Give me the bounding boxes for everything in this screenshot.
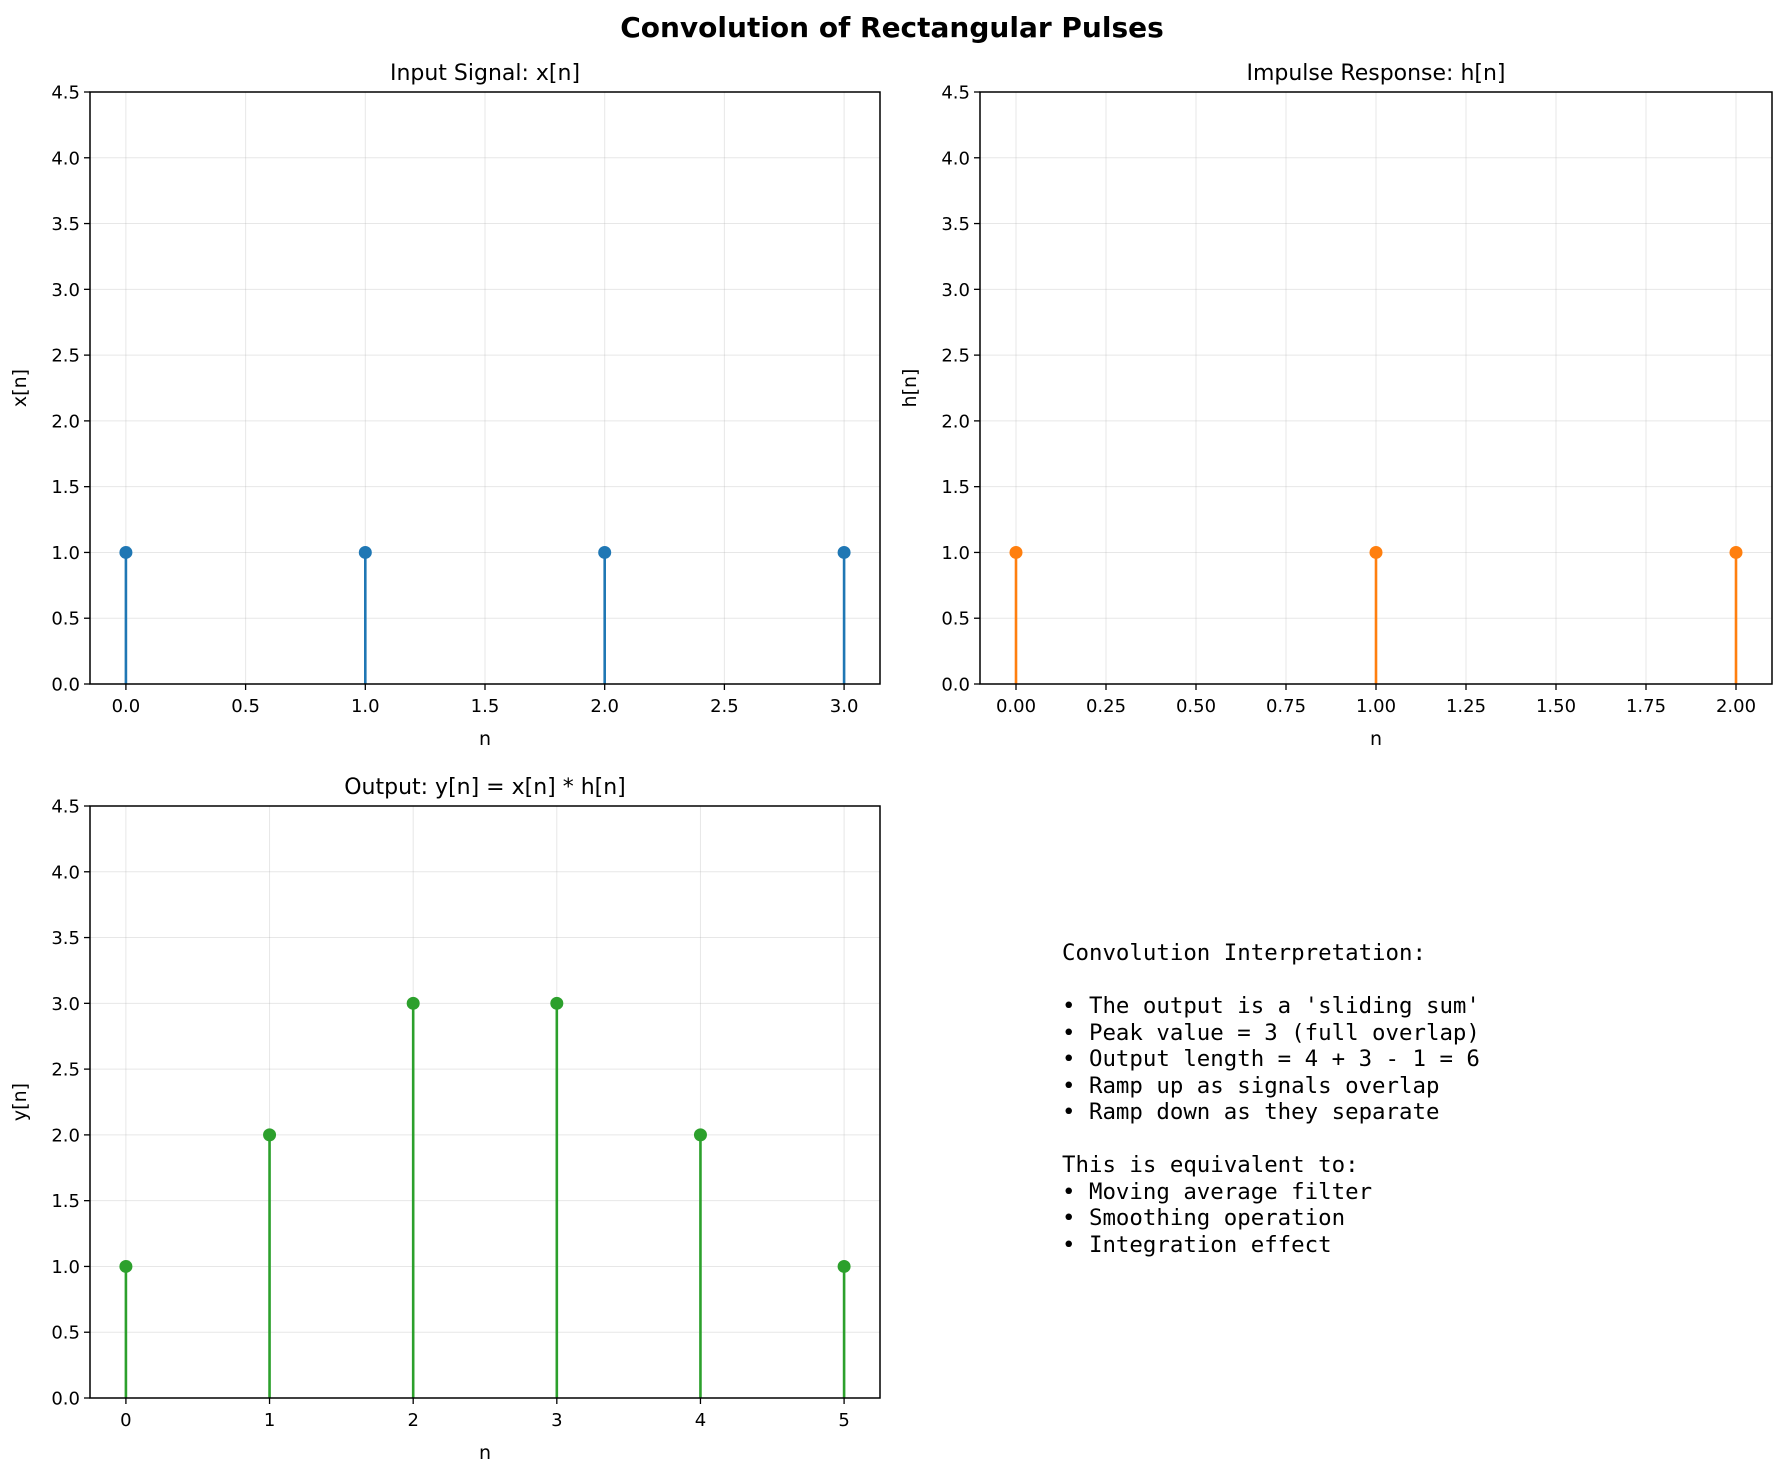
stem-marker [837,545,851,559]
x-tick-label: 2 [407,1410,418,1431]
figure-title: Convolution of Rectangular Pulses [620,11,1164,44]
y-tick-label: 0.0 [51,1389,80,1410]
stem-marker [406,996,420,1010]
y-axis-label: h[n] [899,369,921,408]
axes-frame [89,805,881,1399]
x-tick-label: 2.00 [1716,696,1756,717]
x-tick-label: 1.0 [351,696,380,717]
notes-line [1062,1126,1480,1153]
chart-panel-1: 0.0 0.5 1.0 1.5 2.0 2.5 3.0 0.0 0.5 1.0 1.5 2.0 2.5 3… [9,61,881,750]
stem-marker [693,1128,707,1142]
x-tick-label: 2.0 [590,696,619,717]
y-tick-label: 1.0 [51,543,80,564]
notes-line [1062,967,1480,994]
y-tick-label: 1.0 [941,543,970,564]
notes-line: • Output length = 4 + 3 - 1 = 6 [1062,1046,1480,1072]
x-tick-label: 3.0 [830,696,859,717]
y-tick-label: 2.0 [51,411,80,432]
notes-line: • Integration effect [1062,1231,1332,1258]
y-tick-label: 0.0 [51,675,80,696]
x-axis-label: n [1370,728,1382,750]
y-tick-label: 4.0 [51,862,80,883]
y-axis-label: x[n] [9,369,31,407]
notes-line: Convolution Interpretation: [1062,940,1426,966]
x-tick-label: 5 [838,1410,849,1431]
stem-marker [119,1259,133,1273]
y-tick-label: 3.5 [51,928,80,949]
panel-title: Output: y[n] = x[n] * h[n] [344,775,626,800]
x-tick-label: 0.00 [996,696,1036,717]
y-tick-label: 3.0 [941,280,970,301]
stem-marker [550,996,564,1010]
x-tick-label: 0 [120,1410,131,1431]
y-tick-label: 4.0 [51,148,80,169]
y-tick-label: 0.5 [941,609,970,630]
stem-marker [837,1259,851,1273]
stem-marker [1369,545,1383,559]
y-tick-label: 0.5 [51,1323,80,1344]
x-tick-label: 1.5 [471,696,500,717]
x-tick-label: 0.25 [1086,696,1126,717]
x-axis-label: n [479,728,491,750]
y-tick-label: 4.5 [51,83,80,104]
grid [980,91,1772,685]
y-tick-label: 3.5 [941,214,970,235]
panel-title: Impulse Response: h[n] [1246,61,1505,86]
y-tick-label: 2.0 [941,411,970,432]
y-tick-label: 2.0 [51,1125,80,1146]
y-tick-label: 0.0 [941,675,970,696]
chart-panel-3: 0 1 2 3 4 5 0.0 0.5 1.0 1.5 2.0 2.5 3.0 3.5 4.0 4.5 Outp… [9,775,881,1464]
y-tick-label: 1.0 [51,1257,80,1278]
x-tick-label: 0.5 [231,696,260,717]
x-tick-label: 1.00 [1356,696,1396,717]
y-tick-label: 1.5 [941,477,970,498]
chart-panel-2: 0.00 0.25 0.50 0.75 1.00 1.25 1.50 1.75 2.00 0.0 0… [899,61,1773,750]
y-tick-label: 0.5 [51,609,80,630]
x-tick-label: 1.75 [1626,696,1666,717]
panel-title: Input Signal: x[n] [390,61,580,86]
x-axis-label: n [479,1442,491,1464]
y-tick-label: 4.0 [941,148,970,169]
x-tick-label: 1.50 [1536,696,1576,717]
y-tick-label: 2.5 [941,346,970,367]
y-tick-label: 1.5 [51,1191,80,1212]
x-tick-label: 3 [551,1410,562,1431]
stem-marker [598,545,612,559]
convolution-notes: Convolution Interpretation: • The output … [1062,940,1480,1258]
notes-line: This is equivalent to: [1062,1152,1359,1178]
stem-marker [119,545,133,559]
y-tick-label: 3.0 [51,994,80,1015]
y-tick-label: 1.5 [51,477,80,498]
notes-line: • Ramp up as signals overlap [1062,1072,1440,1099]
y-tick-label: 4.5 [941,83,970,104]
x-tick-label: 0.0 [112,696,141,717]
notes-line: • Ramp down as they separate [1062,1099,1440,1125]
grid [90,91,880,685]
x-tick-label: 1.25 [1446,696,1486,717]
y-tick-label: 2.5 [51,346,80,367]
notes-line: • Moving average filter [1062,1178,1373,1205]
stem-marker [358,545,372,559]
y-tick-label: 3.0 [51,280,80,301]
x-tick-label: 4 [695,1410,706,1431]
notes-line: • Peak value = 3 (full overlap) [1062,1019,1480,1046]
stem-marker [263,1128,277,1142]
y-axis-label: y[n] [9,1083,31,1121]
x-tick-label: 0.50 [1176,696,1216,717]
notes-line: • Smoothing operation [1062,1205,1346,1231]
stem-marker [1729,545,1743,559]
y-tick-label: 3.5 [51,214,80,235]
x-tick-label: 0.75 [1266,696,1306,717]
x-tick-label: 2.5 [710,696,739,717]
x-tick-label: 1 [264,1410,275,1431]
stem-marker [1009,545,1023,559]
y-tick-label: 2.5 [51,1060,80,1081]
grid [90,805,880,1399]
notes-line: • The output is a 'sliding sum' [1062,993,1480,1019]
y-tick-label: 4.5 [51,797,80,818]
